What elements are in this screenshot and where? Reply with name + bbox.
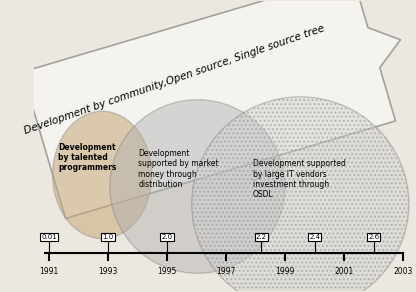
Text: 1995: 1995: [157, 267, 177, 277]
Text: 0.01: 0.01: [41, 234, 57, 240]
Text: 2003: 2003: [394, 267, 413, 277]
Text: Development by community,Open source, Single source tree: Development by community,Open source, Si…: [23, 23, 326, 136]
Text: 1991: 1991: [39, 267, 59, 277]
Text: 1999: 1999: [275, 267, 295, 277]
FancyArrowPatch shape: [22, 0, 401, 218]
Ellipse shape: [192, 97, 409, 292]
Text: Development supported
by large IT vendors
investment through
OSDL: Development supported by large IT vendor…: [253, 159, 346, 199]
Text: 1993: 1993: [98, 267, 118, 277]
Text: Development
by talented
programmers: Development by talented programmers: [58, 143, 117, 173]
Ellipse shape: [110, 100, 285, 273]
Text: 1997: 1997: [216, 267, 236, 277]
Text: 2.0: 2.0: [161, 234, 173, 240]
Ellipse shape: [53, 111, 152, 239]
Text: Development
supported by market
money through
distribution: Development supported by market money th…: [139, 149, 219, 189]
Text: 2.4: 2.4: [309, 234, 320, 240]
Text: 2.6: 2.6: [368, 234, 379, 240]
Text: 1.0: 1.0: [102, 234, 114, 240]
Text: 2.2: 2.2: [256, 234, 267, 240]
Text: 2001: 2001: [334, 267, 354, 277]
